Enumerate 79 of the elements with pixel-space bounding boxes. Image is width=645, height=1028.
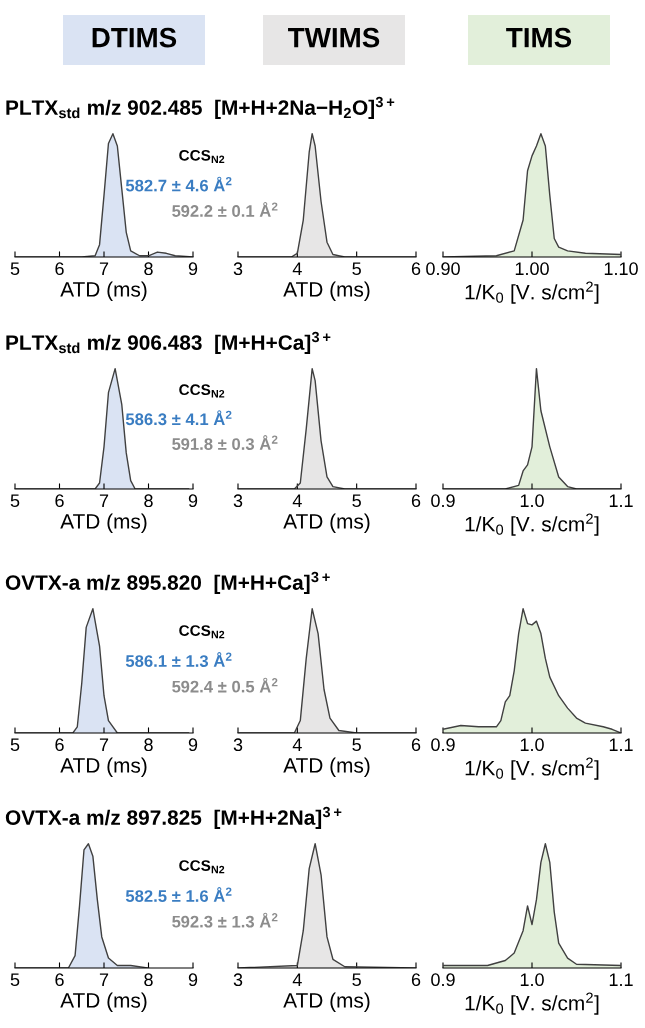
x-axis-title: 1/K$_{0}$ [V. s/cm$^{2}$] [465, 992, 599, 1015]
x-axis-title: 1/K$_{0}$ [V. s/cm$^{2}$] [465, 757, 599, 780]
x-tick-label: 1.1 [609, 973, 633, 986]
x-tick-label: 8 [144, 973, 153, 987]
x-tick-label: 1.0 [520, 738, 544, 752]
x-tick-label: 3 [233, 262, 243, 276]
x-tick-label: 5 [10, 494, 20, 508]
x-axis-title: ATD (ms) [60, 513, 147, 533]
x-tick-label: 5 [352, 738, 361, 752]
x-axis-title: ATD (ms) [283, 281, 370, 301]
x-axis-title: ATD (ms) [283, 513, 370, 533]
x-tick-label: 9 [188, 973, 198, 987]
text: TIMS [506, 27, 572, 48]
x-tick-label: 6 [55, 973, 64, 987]
annotation: CCS$_{N2}$ [179, 384, 225, 398]
x-tick-label: 5 [352, 494, 361, 508]
x-axis-title: ATD (ms) [60, 757, 147, 777]
annotation: 586.1 ± 1.3 Å$^{2}$ [125, 652, 232, 667]
x-tick-label: 3 [233, 973, 243, 987]
chart-title: PLTX$_{std}$ m/z 902.485 [M+H+2Na−H$_{2}$O]$^{3+}$ [6, 96, 395, 120]
x-tick-label: 0.9 [431, 973, 455, 987]
x-tick-label: 4 [292, 973, 302, 986]
annotation: CCS$_{N2}$ [179, 149, 225, 164]
x-tick-label: 6 [411, 262, 421, 276]
x-tick-label: 6 [411, 494, 421, 508]
annotation: 592.3 ± 1.3 Å$^{2}$ [172, 912, 278, 928]
x-tick-label: 6 [55, 262, 64, 276]
x-tick-label: 0.9 [431, 494, 455, 508]
x-tick-label: 4 [292, 494, 302, 507]
x-axis-title: 1/K$_{0}$ [V. s/cm$^{2}$] [465, 281, 599, 304]
annotation: 592.2 ± 0.1 Å$^{2}$ [172, 202, 278, 217]
x-tick-label: 8 [144, 262, 153, 276]
annotation: 591.8 ± 0.3 Å$^{2}$ [172, 435, 278, 450]
chart-title: PLTX$_{std}$ m/z 906.483 [M+H+Ca]$^{3+}$ [6, 331, 331, 355]
x-tick-label: 0.9 [431, 738, 455, 752]
x-tick-label: 7 [99, 494, 109, 507]
chart-title: OVTX-a m/z 895.820 [M+H+Ca]$^{3+}$ [5, 571, 330, 595]
x-tick-label: 1.1 [609, 494, 633, 507]
x-axis-title: ATD (ms) [60, 281, 147, 301]
annotation: CCS$_{N2}$ [179, 860, 225, 874]
x-tick-label: 6 [55, 738, 64, 752]
chart-title: OVTX-a m/z 897.825 [M+H+2Na]$^{3+}$ [5, 806, 342, 830]
x-tick-label: 4 [292, 738, 302, 751]
text: TWIMS [288, 27, 380, 48]
x-axis-title: ATD (ms) [283, 757, 370, 777]
x-tick-label: 8 [144, 494, 153, 508]
annotation: 586.3 ± 4.1 Å$^{2}$ [125, 410, 232, 426]
text: DTIMS [92, 27, 177, 48]
x-axis-title: ATD (ms) [60, 992, 147, 1012]
x-tick-label: 5 [352, 262, 361, 276]
x-tick-label: 1.1 [609, 738, 633, 751]
x-tick-label: 0.90 [426, 262, 460, 276]
x-tick-label: 5 [10, 738, 20, 752]
x-tick-label: 6 [411, 738, 421, 752]
x-tick-label: 7 [99, 738, 109, 751]
x-tick-label: 5 [352, 973, 361, 987]
x-tick-label: 9 [188, 494, 198, 508]
x-tick-label: 1.00 [515, 262, 549, 276]
x-tick-label: 3 [233, 494, 243, 508]
x-tick-label: 6 [411, 973, 421, 987]
x-tick-label: 7 [99, 973, 109, 986]
x-tick-label: 5 [10, 973, 20, 987]
x-tick-label: 1.0 [520, 494, 544, 508]
annotation: 592.4 ± 0.5 Å$^{2}$ [172, 677, 278, 693]
x-tick-label: 9 [188, 738, 198, 752]
x-axis-title: ATD (ms) [283, 992, 370, 1012]
x-axis-title: 1/K$_{0}$ [V. s/cm$^{2}$] [465, 513, 599, 536]
x-tick-label: 7 [99, 262, 109, 275]
x-tick-label: 6 [55, 494, 64, 508]
x-tick-label: 1.0 [520, 973, 544, 987]
annotation: 582.7 ± 4.6 Å$^{2}$ [125, 176, 232, 192]
x-tick-label: 4 [292, 262, 302, 275]
annotation: 582.5 ± 1.6 Å$^{2}$ [125, 887, 232, 902]
x-tick-label: 5 [10, 262, 20, 276]
annotation: CCS$_{N2}$ [179, 625, 225, 639]
x-tick-label: 9 [188, 262, 198, 276]
x-tick-label: 3 [233, 738, 243, 752]
x-tick-label: 1.10 [604, 262, 638, 276]
x-tick-label: 8 [144, 738, 153, 752]
